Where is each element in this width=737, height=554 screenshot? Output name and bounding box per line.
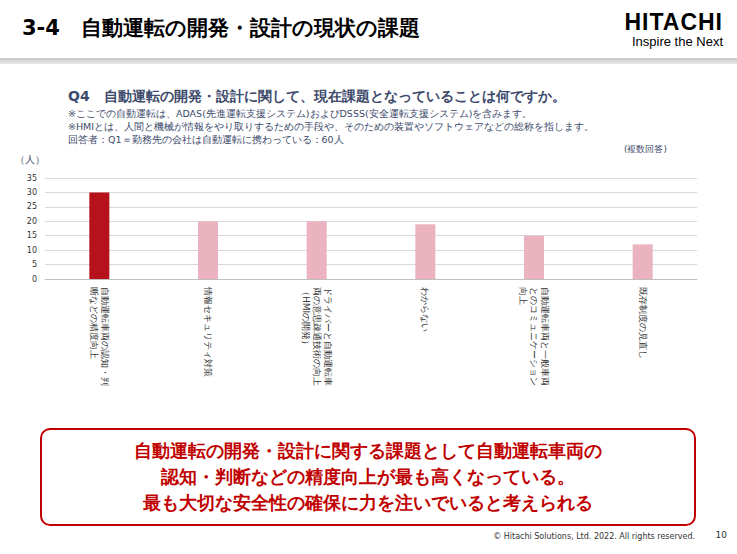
html-text:認知・判断などの精度向上が最も高くなっている。: 認知・判断などの精度向上が最も高くなっている。 bbox=[161, 466, 575, 487]
svg-text:両の意思疎通技術の向上: 両の意思疎通技術の向上 bbox=[312, 287, 322, 386]
svg-text:5: 5 bbox=[32, 260, 37, 269]
html-text:Inspire the Next: Inspire the Next bbox=[632, 34, 723, 49]
svg-text:0: 0 bbox=[32, 275, 37, 284]
svg-text:自動運転車両と一般車両: 自動運転車両と一般車両 bbox=[540, 287, 550, 386]
html-text:HITACHI: HITACHI bbox=[624, 9, 723, 35]
svg-text:向上: 向上 bbox=[518, 287, 528, 305]
svg-text:10: 10 bbox=[27, 246, 37, 255]
html-text:※ここでの自動運転は、ADAS(先進運転支援システム)および: ※ここでの自動運転は、ADAS(先進運転支援システム)およびDSSS(安全運転支… bbox=[68, 108, 533, 119]
svg-text:20: 20 bbox=[27, 217, 37, 226]
svg-text:断などの精度向上: 断などの精度向上 bbox=[89, 287, 99, 359]
svg-text:15: 15 bbox=[27, 231, 37, 240]
svg-text:情報セキュリティ対策: 情報セキュリティ対策 bbox=[203, 286, 213, 377]
svg-text:30: 30 bbox=[27, 188, 37, 197]
html-text:10: 10 bbox=[715, 530, 727, 540]
html-text:最も大切な安全性の確保に力を注いでいると考えられる: 最も大切な安全性の確保に力を注いでいると考えられる bbox=[143, 492, 593, 513]
svg-text:ドライバーと自動運転車: ドライバーと自動運転車 bbox=[323, 287, 333, 386]
svg-text:(複数回答): (複数回答) bbox=[624, 144, 667, 154]
svg-text:（HMIの開発）: （HMIの開発） bbox=[301, 287, 311, 349]
html-text:※HMIとは、人間と機械が情報をやり取りするための手段や、そ: ※HMIとは、人間と機械が情報をやり取りするための手段や、そのための装置やソフト… bbox=[68, 121, 595, 132]
svg-text:25: 25 bbox=[27, 202, 37, 211]
html-text:3-4 自動運転の開発・設計の現状の課題: 3-4 自動運転の開発・設計の現状の課題 bbox=[22, 16, 420, 40]
svg-text:自動運転車両の認知・判: 自動運転車両の認知・判 bbox=[100, 287, 110, 386]
html-text:自動運転の開発・設計に関する課題として自動運転車両の: 自動運転の開発・設計に関する課題として自動運転車両の bbox=[134, 440, 602, 461]
html-text:Q4 自動運転の開発・設計に関して、現在課題となっていること: Q4 自動運転の開発・設計に関して、現在課題となっていることは何ですか。 bbox=[68, 88, 566, 104]
svg-text:わからない: わからない bbox=[420, 287, 430, 332]
html-text:© Hitachi Solutions, Ltd. 2022: © Hitachi Solutions, Ltd. 2022. All righ… bbox=[493, 532, 695, 541]
svg-text:35: 35 bbox=[27, 174, 37, 183]
svg-text:とのコミュニケーション: とのコミュニケーション bbox=[529, 287, 539, 386]
svg-text:既存制度の見直し: 既存制度の見直し bbox=[638, 287, 648, 359]
svg-text:（人）: （人） bbox=[15, 154, 45, 165]
html-text:回答者：Q1＝勤務先の会社は自動運転に携わっている：60人: 回答者：Q1＝勤務先の会社は自動運転に携わっている：60人 bbox=[68, 134, 344, 145]
